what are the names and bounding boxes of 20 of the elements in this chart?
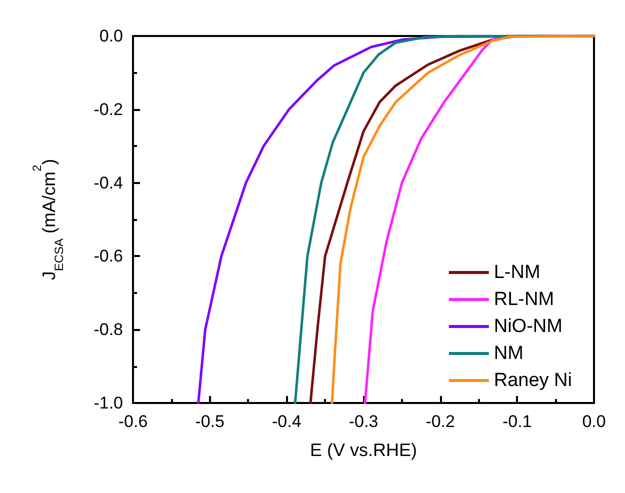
x-axis-title: E (V vs.RHE) bbox=[310, 440, 418, 460]
x-tick-label: -0.3 bbox=[348, 412, 378, 431]
y-tick-label: -0.8 bbox=[94, 320, 123, 340]
y-tick-label: -0.4 bbox=[94, 173, 123, 192]
x-tick-label: -0.1 bbox=[502, 412, 532, 431]
legend-label: L-NM bbox=[494, 262, 540, 283]
x-tick-label: -0.4 bbox=[272, 412, 302, 431]
x-tick-label: -0.5 bbox=[195, 412, 224, 431]
legend-label: RL-NM bbox=[494, 289, 554, 310]
y-tick-label: 0.0 bbox=[99, 26, 123, 46]
x-tick-label: -0.6 bbox=[118, 412, 148, 431]
y-axis-title: JECSA (mA/cm2) bbox=[30, 158, 66, 280]
y-tick-label: -1.0 bbox=[94, 394, 123, 412]
x-tick-label: 0.0 bbox=[582, 412, 606, 431]
x-tick-label: -0.2 bbox=[426, 412, 455, 431]
legend-label: Raney Ni bbox=[494, 370, 572, 391]
legend-label: NiO-NM bbox=[494, 316, 562, 337]
legend-label: NM bbox=[494, 343, 524, 364]
y-tick-label: -0.2 bbox=[94, 100, 123, 119]
y-tick-label: -0.6 bbox=[94, 246, 123, 266]
